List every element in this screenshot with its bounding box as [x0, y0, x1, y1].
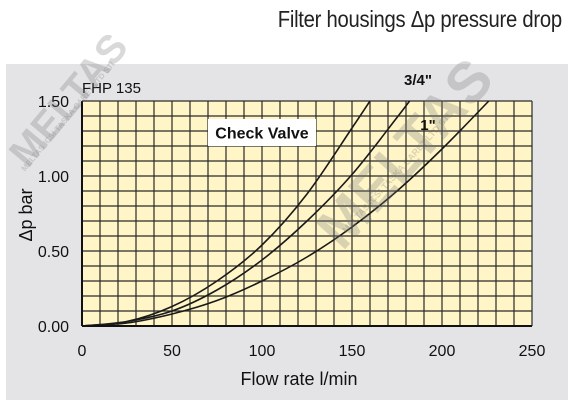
- series-label: 1": [420, 117, 435, 134]
- x-axis-title: Flow rate l/min: [240, 369, 357, 389]
- annotation-box: [208, 119, 316, 146]
- annotation-label: Check Valve: [215, 126, 309, 143]
- x-tick-label: 200: [429, 343, 456, 360]
- y-tick-label: 0.00: [38, 319, 69, 336]
- series-line-2: [81, 100, 411, 327]
- x-tick-label: 100: [249, 343, 276, 360]
- y-axis-title: Δp bar: [16, 188, 36, 241]
- y-tick-label: 1.00: [38, 169, 69, 186]
- y-tick-label: 0.50: [38, 244, 69, 261]
- y-tick-label: 1.50: [38, 94, 69, 111]
- series-label: 3/4": [404, 72, 432, 89]
- series-line-3: [81, 100, 490, 327]
- x-tick-label: 0: [78, 343, 87, 360]
- panel-label: FHP 135: [82, 80, 141, 97]
- x-tick-label: 250: [519, 343, 546, 360]
- page-title: Filter housings Δp pressure drop: [277, 6, 562, 32]
- x-tick-label: 150: [339, 343, 366, 360]
- x-tick-label: 50: [163, 343, 181, 360]
